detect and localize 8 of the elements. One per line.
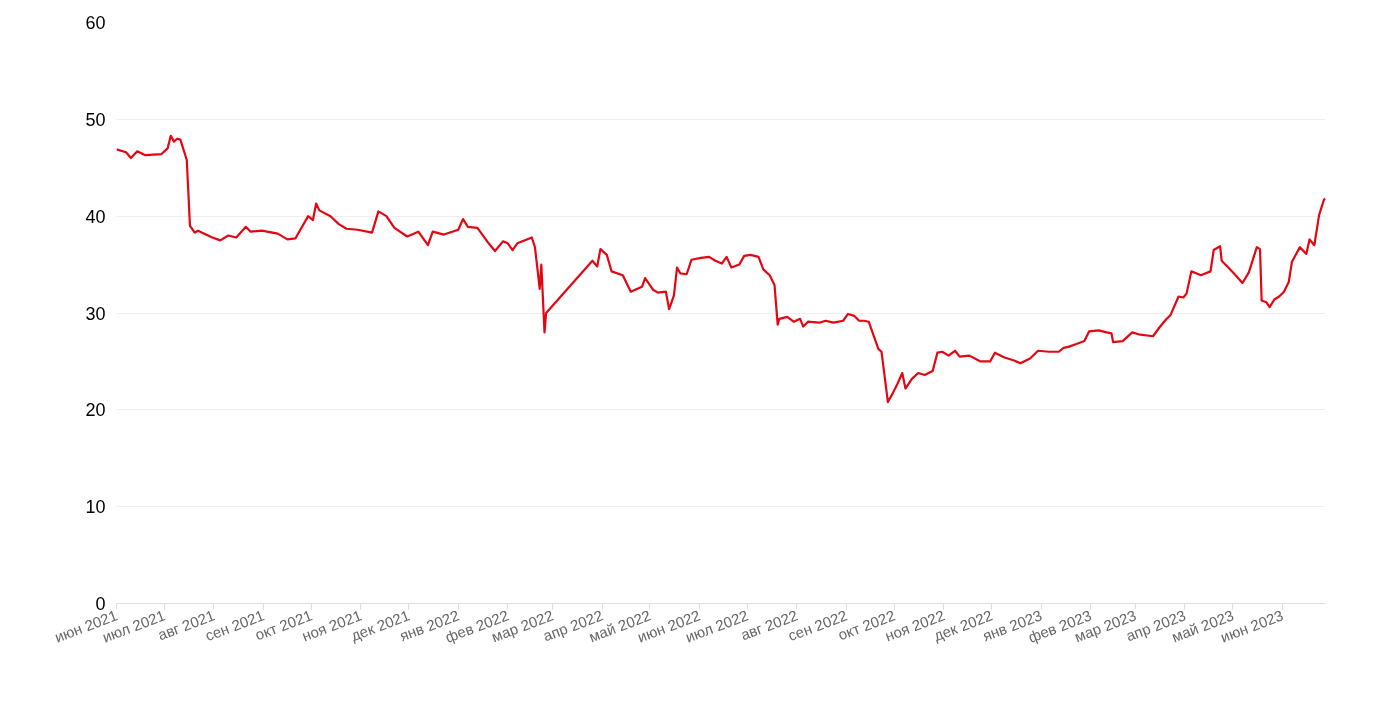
y-tick-label: 20 bbox=[85, 400, 106, 421]
y-tick-label: 40 bbox=[85, 206, 106, 227]
y-tick-label: 60 bbox=[85, 13, 106, 33]
y-tick-label: 50 bbox=[85, 109, 106, 130]
y-tick-label: 10 bbox=[85, 497, 106, 518]
y-tick-label: 0 bbox=[95, 594, 106, 614]
y-tick-label: 30 bbox=[85, 303, 106, 324]
line-series bbox=[116, 134, 1326, 404]
